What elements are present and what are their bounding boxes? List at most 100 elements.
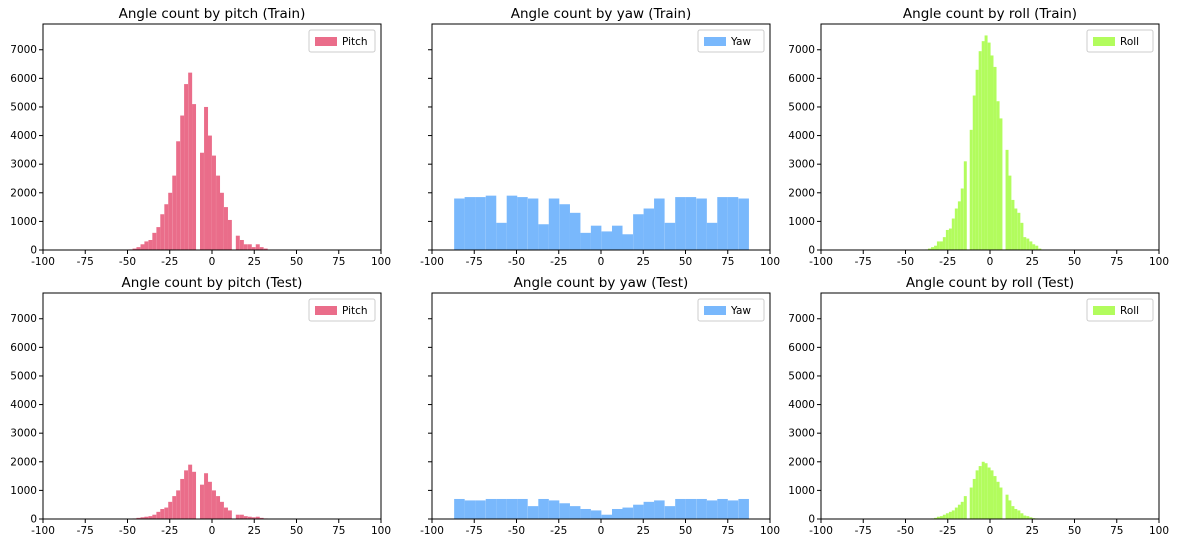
histogram-bar bbox=[475, 500, 486, 519]
x-tick-label: -50 bbox=[508, 256, 525, 268]
legend-frame bbox=[1086, 29, 1154, 53]
legend-frame bbox=[697, 29, 765, 53]
histogram-bar bbox=[219, 501, 224, 519]
histogram-bar bbox=[517, 197, 528, 250]
histogram-bar bbox=[654, 500, 665, 519]
histogram-bar bbox=[243, 516, 248, 519]
histogram-bar bbox=[224, 207, 228, 250]
histogram-bar bbox=[148, 239, 153, 250]
y-tick-label: 1000 bbox=[10, 216, 37, 228]
histogram-bar bbox=[1026, 238, 1030, 250]
legend-swatch bbox=[315, 306, 337, 315]
histogram-bar bbox=[475, 197, 486, 250]
histogram-bar bbox=[1029, 241, 1033, 250]
histogram-bar bbox=[1023, 515, 1027, 519]
x-tick-label: 100 bbox=[371, 256, 391, 268]
subplot-6: -100 -75 -50 -25 0 25 50 75 10001000200030004000… bbox=[788, 275, 1169, 537]
x-tick-label: 100 bbox=[1149, 256, 1169, 268]
y-tick-label: 5000 bbox=[788, 370, 815, 382]
histogram-bar bbox=[580, 508, 591, 519]
histogram-bar bbox=[569, 212, 581, 250]
x-tick-label: -75 bbox=[466, 525, 483, 537]
legend-swatch bbox=[704, 37, 726, 46]
histogram-bar bbox=[188, 464, 193, 519]
x-tick-label: -25 bbox=[939, 525, 956, 537]
histogram-bar bbox=[1008, 500, 1012, 519]
x-tick-label: -100 bbox=[809, 256, 833, 268]
x-tick-label: -75 bbox=[855, 525, 872, 537]
histogram-bar bbox=[696, 498, 707, 519]
histogram-bar bbox=[601, 231, 613, 250]
histogram-bar bbox=[485, 498, 497, 519]
histogram-bar bbox=[164, 204, 169, 250]
histogram-bar bbox=[1014, 508, 1018, 519]
x-tick-label: -100 bbox=[31, 525, 55, 537]
x-tick-label: -100 bbox=[809, 525, 833, 537]
y-tick-label: 0 bbox=[30, 245, 37, 257]
legend-frame bbox=[308, 29, 376, 53]
y-tick-label: 3000 bbox=[10, 428, 37, 440]
histogram-bar bbox=[1008, 175, 1012, 250]
legend-swatch bbox=[704, 306, 726, 315]
histogram-bar bbox=[506, 498, 518, 519]
histogram-bar bbox=[172, 496, 177, 519]
histogram-bar bbox=[934, 245, 938, 250]
y-tick-label: 3000 bbox=[10, 159, 37, 171]
x-tick-label: -25 bbox=[550, 256, 567, 268]
axes-frame bbox=[42, 292, 382, 520]
y-tick-label: 0 bbox=[808, 245, 815, 257]
y-tick-label: 7000 bbox=[10, 44, 37, 56]
histogram-bar bbox=[496, 498, 507, 519]
histogram-bar bbox=[622, 507, 633, 519]
legend: Pitch bbox=[308, 29, 376, 53]
histogram-bar bbox=[685, 197, 697, 250]
histogram-bar bbox=[969, 129, 973, 250]
histogram-bar bbox=[1011, 506, 1015, 519]
histogram-bar bbox=[999, 118, 1003, 250]
histogram-bar bbox=[972, 478, 976, 519]
histogram-bar bbox=[251, 517, 256, 519]
x-tick-label: 25 bbox=[1026, 525, 1039, 537]
x-tick-label: 75 bbox=[721, 256, 734, 268]
histogram-bar bbox=[200, 152, 204, 250]
histogram-bar bbox=[984, 463, 988, 519]
x-tick-label: -75 bbox=[855, 256, 872, 268]
histogram-bar bbox=[706, 500, 718, 519]
histogram-bar bbox=[227, 510, 232, 519]
histogram-bar bbox=[1029, 517, 1033, 519]
histogram-bar bbox=[963, 161, 967, 250]
histogram-bar bbox=[172, 175, 177, 250]
histogram-bar bbox=[559, 503, 570, 519]
y-tick-label: 3000 bbox=[788, 428, 815, 440]
legend-label: Pitch bbox=[342, 36, 368, 48]
histogram-bar bbox=[156, 511, 161, 519]
y-tick-label: 5000 bbox=[10, 101, 37, 113]
histogram-bar bbox=[207, 481, 212, 519]
histogram-bar bbox=[216, 175, 221, 250]
y-tick-label: 4000 bbox=[788, 399, 815, 411]
histogram-bar bbox=[675, 498, 686, 519]
histogram-bar bbox=[975, 470, 979, 519]
y-tick-label: 6000 bbox=[788, 73, 815, 85]
histogram-bar bbox=[590, 225, 602, 250]
histogram-bar bbox=[960, 188, 964, 250]
histogram-bar bbox=[251, 247, 256, 250]
histogram-bar bbox=[981, 461, 985, 519]
histogram-bar bbox=[963, 496, 967, 519]
y-tick-label: 4000 bbox=[10, 399, 37, 411]
histogram-bar bbox=[590, 510, 602, 519]
x-tick-label: 100 bbox=[1149, 525, 1169, 537]
y-tick-label: 2000 bbox=[10, 187, 37, 199]
histogram-bar bbox=[948, 511, 952, 519]
x-tick-label: 25 bbox=[637, 525, 650, 537]
histogram-bar bbox=[934, 517, 938, 519]
x-tick-label: 50 bbox=[1068, 256, 1081, 268]
histogram-bar bbox=[1035, 245, 1039, 250]
y-tick-label: 7000 bbox=[10, 313, 37, 325]
x-tick-label: 75 bbox=[721, 525, 734, 537]
legend-frame bbox=[308, 298, 376, 322]
histogram-bar bbox=[978, 466, 982, 519]
histogram-bar bbox=[464, 500, 476, 519]
histogram-bar bbox=[1017, 510, 1021, 519]
histogram-bar bbox=[132, 248, 137, 250]
